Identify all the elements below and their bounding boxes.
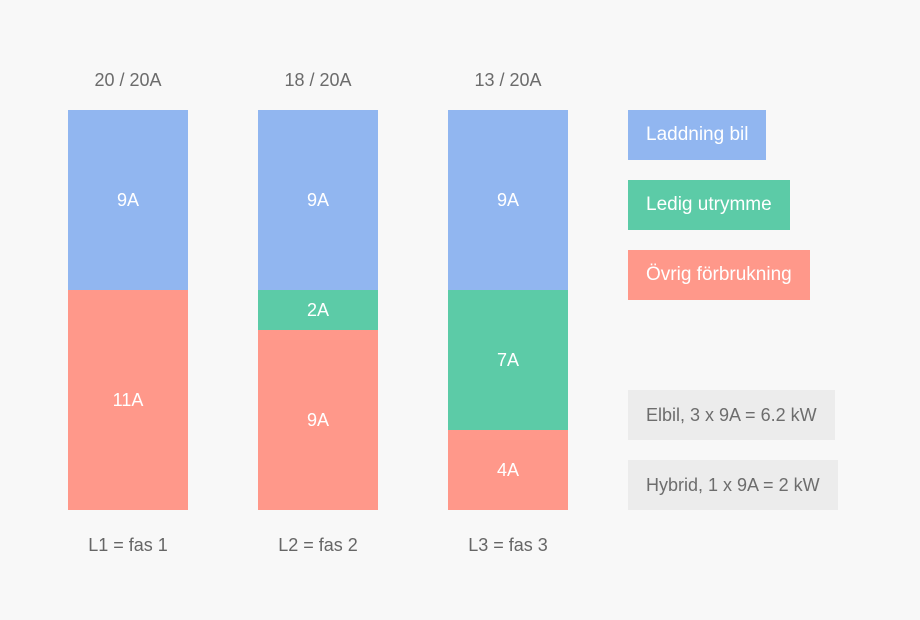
bar-segment-other-consumption-1 xyxy=(68,290,188,510)
bar-segment-free-capacity-2 xyxy=(258,290,378,330)
bar-segment-charging-1 xyxy=(68,110,188,290)
segment-label-free-capacity-3: 7A xyxy=(497,350,519,370)
bar-segment-other-consumption-2 xyxy=(258,330,378,510)
bar-segment-other-consumption-3 xyxy=(448,430,568,510)
bar-segment-charging-2 xyxy=(258,110,378,290)
note-elbil: Elbil, 3 x 9A = 6.2 kW xyxy=(628,390,835,440)
category-label-1: L1 = fas 1 xyxy=(88,535,168,555)
category-label-2: L2 = fas 2 xyxy=(278,535,358,555)
legend-item-charging: Laddning bil xyxy=(628,110,767,160)
legend-item-other-consumption: Övrig förbrukning xyxy=(628,250,810,300)
segment-label-charging-1: 9A xyxy=(117,190,139,210)
legend-item-free-capacity: Ledig utrymme xyxy=(628,180,790,230)
note-hybrid: Hybrid, 1 x 9A = 2 kW xyxy=(628,460,838,510)
total-label-2: 18 / 20A xyxy=(284,70,351,90)
segment-label-charging-2: 9A xyxy=(307,190,329,210)
segment-label-other-consumption-2: 9A xyxy=(307,410,329,430)
bar-segment-free-capacity-3 xyxy=(448,290,568,430)
segment-label-other-consumption-1: 11A xyxy=(113,390,144,410)
category-label-3: L3 = fas 3 xyxy=(468,535,548,555)
total-label-1: 20 / 20A xyxy=(94,70,161,90)
segment-label-charging-3: 9A xyxy=(497,190,519,210)
bar-segment-charging-3 xyxy=(448,110,568,290)
segment-label-other-consumption-3: 4A xyxy=(497,460,519,480)
total-label-3: 13 / 20A xyxy=(474,70,541,90)
segment-label-free-capacity-2: 2A xyxy=(307,300,329,320)
